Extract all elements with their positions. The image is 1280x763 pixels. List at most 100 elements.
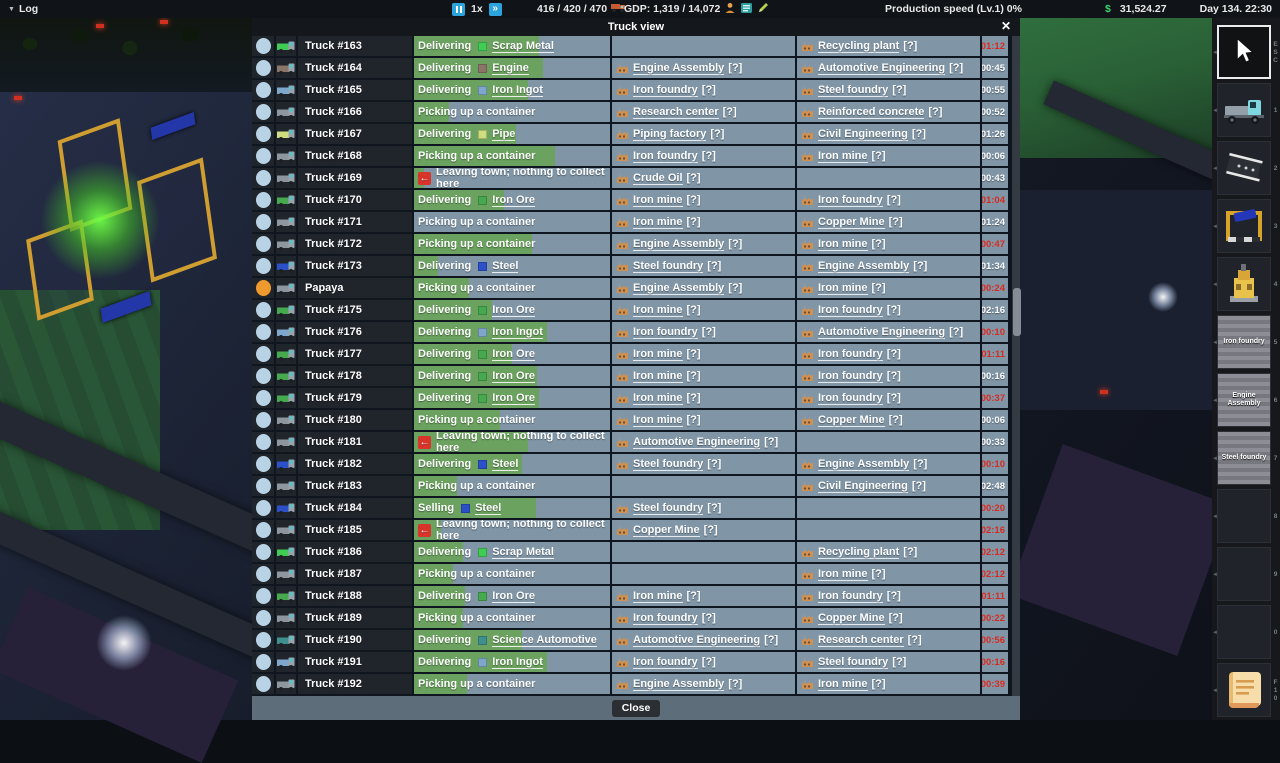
- truck-source[interactable]: Iron foundry[?]: [612, 80, 797, 102]
- cargo-link[interactable]: Iron Ingot: [492, 84, 543, 97]
- truck-destination[interactable]: Automotive Engineering[?]: [797, 322, 982, 344]
- truck-destination[interactable]: Iron foundry[?]: [797, 344, 982, 366]
- select-tool[interactable]: [1217, 25, 1271, 79]
- truck-name[interactable]: Truck #183: [298, 476, 414, 498]
- truck-marker-circle[interactable]: [256, 632, 271, 648]
- close-icon[interactable]: ✕: [998, 19, 1014, 33]
- building-link[interactable]: Research center: [818, 634, 904, 647]
- truck-name[interactable]: Truck #188: [298, 586, 414, 608]
- building-link[interactable]: Recycling plant: [818, 546, 899, 559]
- building-link[interactable]: Copper Mine: [818, 414, 885, 427]
- truck-name[interactable]: Truck #164: [298, 58, 414, 80]
- table-row[interactable]: Truck #185←Leaving town; nothing to coll…: [252, 520, 1010, 542]
- building-link[interactable]: Engine Assembly: [818, 260, 909, 273]
- truck-name[interactable]: Truck #175: [298, 300, 414, 322]
- truck-name[interactable]: Truck #166: [298, 102, 414, 124]
- cargo-link[interactable]: Steel: [492, 458, 518, 471]
- truck-name[interactable]: Truck #173: [298, 256, 414, 278]
- building-link[interactable]: Iron foundry: [633, 84, 698, 97]
- fast-forward-button[interactable]: »: [489, 3, 502, 16]
- building-link[interactable]: Iron mine: [633, 304, 683, 317]
- truck-name[interactable]: Truck #191: [298, 652, 414, 674]
- blueprint-engine-assembly[interactable]: Engine Assembly: [1217, 373, 1271, 427]
- truck-marker[interactable]: [252, 630, 276, 652]
- truck-marker-circle[interactable]: [256, 500, 271, 516]
- cargo-link[interactable]: Pipe: [492, 128, 515, 141]
- cargo-link[interactable]: Iron Ore: [492, 370, 535, 383]
- cargo-link[interactable]: Scrap Metal: [492, 546, 554, 559]
- cargo-link[interactable]: Iron Ore: [492, 590, 535, 603]
- truck-destination[interactable]: Engine Assembly[?]: [797, 454, 982, 476]
- truck-name[interactable]: Truck #168: [298, 146, 414, 168]
- building-link[interactable]: Iron foundry: [818, 370, 883, 383]
- truck-source[interactable]: Iron mine[?]: [612, 190, 797, 212]
- scrollbar[interactable]: [1010, 36, 1020, 696]
- truck-marker[interactable]: [252, 278, 276, 300]
- truck-source[interactable]: Iron foundry[?]: [612, 146, 797, 168]
- construction-tool[interactable]: [1217, 199, 1271, 253]
- truck-source[interactable]: Steel foundry[?]: [612, 498, 797, 520]
- truck-destination[interactable]: Iron foundry[?]: [797, 300, 982, 322]
- empty-slot[interactable]: [1217, 489, 1271, 543]
- building-link[interactable]: Iron foundry: [633, 656, 698, 669]
- truck-marker[interactable]: [252, 344, 276, 366]
- truck-source[interactable]: Iron mine[?]: [612, 366, 797, 388]
- truck-marker[interactable]: [252, 564, 276, 586]
- cargo-link[interactable]: Iron Ingot: [492, 326, 543, 339]
- mine-tool[interactable]: [1217, 257, 1271, 311]
- building-link[interactable]: Engine Assembly: [633, 62, 724, 75]
- truck-marker[interactable]: [252, 190, 276, 212]
- cargo-link[interactable]: Iron Ore: [492, 194, 535, 207]
- truck-source[interactable]: Engine Assembly[?]: [612, 674, 797, 696]
- truck-source[interactable]: Engine Assembly[?]: [612, 278, 797, 300]
- truck-source[interactable]: Iron foundry[?]: [612, 322, 797, 344]
- truck-source[interactable]: Crude Oil[?]: [612, 168, 797, 190]
- truck-marker-circle[interactable]: [256, 368, 271, 384]
- truck-destination[interactable]: Iron mine[?]: [797, 146, 982, 168]
- truck-destination[interactable]: Engine Assembly[?]: [797, 256, 982, 278]
- building-link[interactable]: Automotive Engineering: [818, 62, 945, 75]
- truck-name[interactable]: Truck #182: [298, 454, 414, 476]
- building-link[interactable]: Copper Mine: [818, 612, 885, 625]
- truck-destination[interactable]: Iron mine[?]: [797, 278, 982, 300]
- truck-name[interactable]: Truck #167: [298, 124, 414, 146]
- truck-marker-circle[interactable]: [256, 676, 271, 692]
- truck-destination[interactable]: Automotive Engineering[?]: [797, 58, 982, 80]
- truck-destination[interactable]: Iron foundry[?]: [797, 586, 982, 608]
- truck-marker[interactable]: [252, 234, 276, 256]
- truck-source[interactable]: Research center[?]: [612, 102, 797, 124]
- building-link[interactable]: Civil Engineering: [818, 480, 908, 493]
- truck-name[interactable]: Truck #163: [298, 36, 414, 58]
- truck-marker-circle[interactable]: [256, 280, 271, 296]
- truck-name[interactable]: Truck #178: [298, 366, 414, 388]
- truck-name[interactable]: Truck #172: [298, 234, 414, 256]
- truck-marker-circle[interactable]: [256, 258, 271, 274]
- truck-destination[interactable]: Copper Mine[?]: [797, 608, 982, 630]
- truck-destination[interactable]: Iron foundry[?]: [797, 366, 982, 388]
- building-link[interactable]: Engine Assembly: [818, 458, 909, 471]
- truck-marker[interactable]: [252, 212, 276, 234]
- contracts-scroll[interactable]: [1217, 663, 1271, 717]
- truck-destination[interactable]: Steel foundry[?]: [797, 652, 982, 674]
- cargo-link[interactable]: Steel: [475, 502, 501, 515]
- truck-marker[interactable]: [252, 410, 276, 432]
- building-link[interactable]: Civil Engineering: [818, 128, 908, 141]
- truck-marker-circle[interactable]: [256, 38, 271, 54]
- truck-source[interactable]: Automotive Engineering[?]: [612, 432, 797, 454]
- truck-source[interactable]: Iron foundry[?]: [612, 652, 797, 674]
- truck-marker-circle[interactable]: [256, 522, 271, 538]
- building-link[interactable]: Iron mine: [633, 194, 683, 207]
- truck-name[interactable]: Truck #189: [298, 608, 414, 630]
- truck-marker-circle[interactable]: [256, 236, 271, 252]
